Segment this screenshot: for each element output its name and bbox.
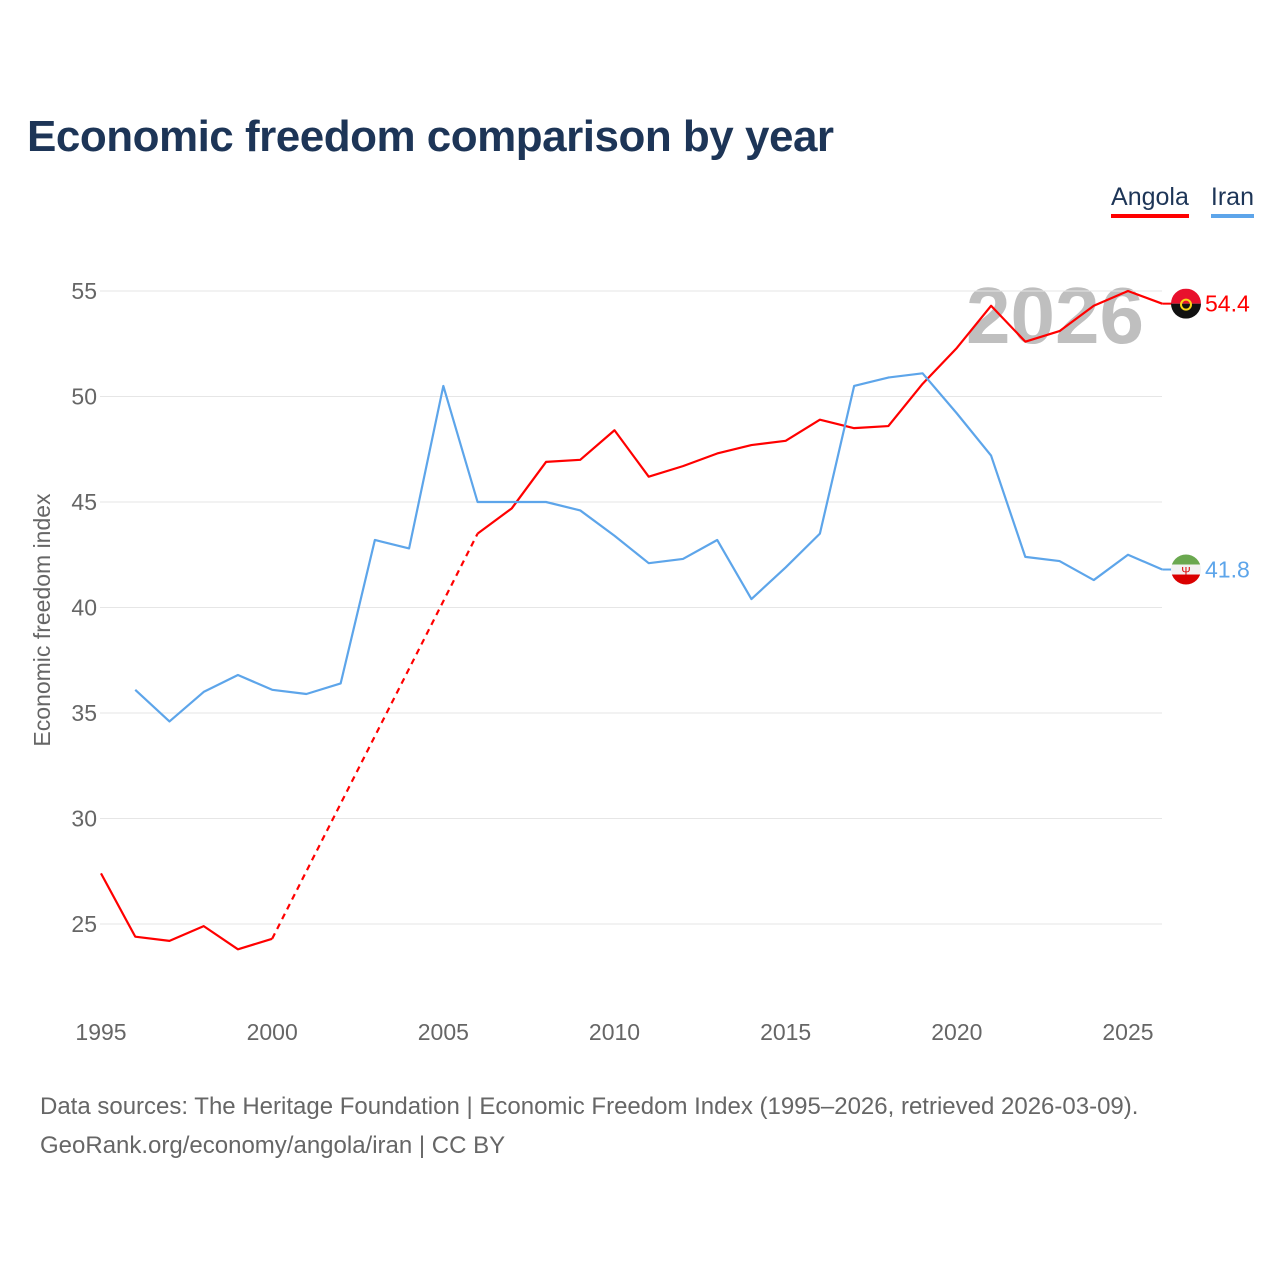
flag-emblem bbox=[1180, 298, 1192, 311]
end-value-label: 41.8 bbox=[1205, 557, 1250, 583]
x-tick-label: 2010 bbox=[589, 1019, 640, 1045]
y-tick-label: 35 bbox=[71, 700, 97, 726]
y-axis-label: Economic freedom index bbox=[29, 493, 55, 747]
x-tick-label: 2015 bbox=[760, 1019, 811, 1045]
x-tick-label: 2025 bbox=[1102, 1019, 1153, 1045]
source-text: Data sources: The Heritage Foundation | … bbox=[40, 1093, 1139, 1120]
flag-white bbox=[1171, 564, 1201, 575]
series-line-angola bbox=[100, 872, 273, 951]
gap-dashed-line-angola bbox=[271, 533, 479, 940]
flag-angola-icon bbox=[1171, 288, 1201, 319]
x-tick-label: 2020 bbox=[931, 1019, 982, 1045]
y-tick-label: 30 bbox=[71, 806, 97, 832]
chart-title: Economic freedom comparison by year bbox=[27, 112, 834, 161]
flag-black bbox=[1171, 303, 1201, 319]
source-link: GeoRank.org/economy/angola/iran | CC BY bbox=[40, 1132, 506, 1159]
flag-emblem: Ψ bbox=[1181, 566, 1190, 578]
y-tick-label: 50 bbox=[71, 384, 97, 410]
legend: Angola Iran bbox=[1111, 183, 1254, 218]
y-tick-label: 40 bbox=[71, 595, 97, 621]
x-tick-label: 1995 bbox=[75, 1019, 126, 1045]
y-tick-label: 45 bbox=[71, 489, 97, 515]
x-tick-label: 2005 bbox=[418, 1019, 469, 1045]
footer: Data sources: The Heritage Foundation | … bbox=[40, 1087, 1138, 1165]
x-tick-label: 2000 bbox=[247, 1019, 298, 1045]
y-tick-label: 25 bbox=[71, 911, 97, 937]
end-value-label: 54.4 bbox=[1205, 291, 1250, 317]
y-tick-label: 55 bbox=[71, 278, 97, 304]
flag-red bbox=[1171, 574, 1201, 585]
flag-iran-icon: Ψ bbox=[1171, 554, 1201, 585]
year-watermark: 2026 bbox=[966, 271, 1144, 360]
legend-angola[interactable]: Angola bbox=[1111, 183, 1189, 218]
legend-iran[interactable]: Iran bbox=[1210, 183, 1254, 218]
series-line-angola bbox=[476, 289, 1163, 535]
flag-red bbox=[1171, 288, 1201, 304]
series-line-iran bbox=[134, 372, 1163, 723]
flag-green bbox=[1171, 554, 1201, 565]
